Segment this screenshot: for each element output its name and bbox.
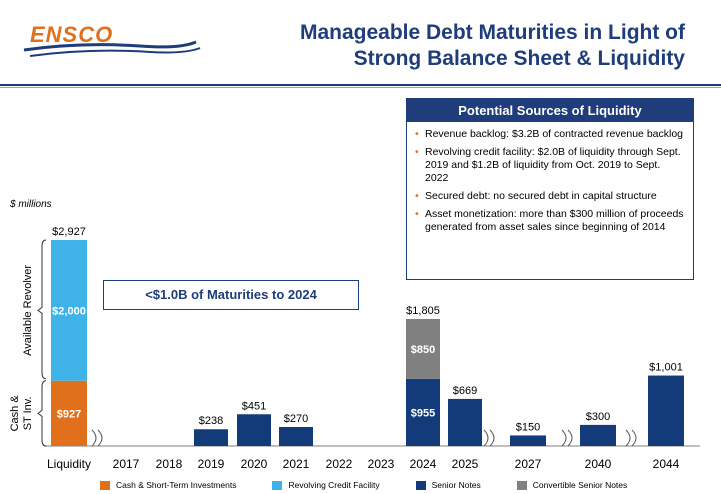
bar-2040-senior-notes	[580, 424, 616, 446]
axis-break-mark	[483, 429, 495, 447]
total-label: $238	[199, 415, 223, 427]
legend-swatch	[100, 480, 110, 490]
total-label: $2,927	[52, 226, 86, 238]
segment-label: $955	[411, 407, 435, 419]
total-label: $669	[453, 385, 477, 397]
legend-swatch	[272, 480, 283, 490]
total-label: $150	[516, 421, 540, 433]
category-tick-label: 2023	[368, 457, 395, 471]
legend-item-revolver: Revolving Credit Facility	[272, 478, 380, 492]
header-rule	[0, 84, 721, 86]
category-tick-label: 2018	[156, 457, 183, 471]
category-tick-label: 2021	[283, 457, 310, 471]
category-tick-label: 2020	[241, 457, 268, 471]
header-rule-thin	[0, 87, 721, 88]
total-label: $451	[242, 400, 266, 412]
liquidity-bullet: • Secured debt: no secured debt in capita…	[415, 190, 657, 202]
brace-label-revolver: Available Revolver	[22, 265, 34, 356]
bar-2024-convertible-senior-notes	[406, 318, 440, 379]
category-tick-label: 2024	[410, 457, 437, 471]
liquidity-bullet-list: • Revenue backlog: $3.2B of contracted re…	[407, 122, 693, 234]
total-label: $270	[284, 413, 308, 425]
liquidity-bullet: • Revenue backlog: $3.2B of contracted re…	[415, 128, 684, 140]
bar-2044-senior-notes	[648, 375, 684, 446]
category-tick-label: 2027	[515, 457, 542, 471]
legend-item-cash: Cash & Short-Term Investments	[100, 478, 236, 492]
legend-swatch	[516, 480, 527, 490]
title-line-2: Strong Balance Sheet & Liquidity	[353, 47, 685, 70]
logo-swoosh	[23, 40, 197, 52]
segment-label: $850	[411, 344, 435, 356]
total-label: $300	[586, 411, 610, 423]
brace-label-cash-line2: ST Inv.	[22, 396, 34, 430]
units-label: $ millions	[10, 199, 52, 210]
brace-cash	[37, 380, 47, 447]
bar-2024-senior-notes	[406, 378, 440, 446]
bar-liquidity-revolving-credit-facility	[51, 240, 87, 381]
total-label: $1,805	[406, 305, 440, 317]
page-title: Manageable Debt Maturities in Light of S…	[205, 20, 685, 72]
bar-2019-senior-notes	[194, 429, 228, 446]
title-line-1: Manageable Debt Maturities in Light of	[299, 21, 685, 44]
brace-label-cash: Cash &	[9, 395, 21, 432]
category-tick-label: 2017	[113, 457, 140, 471]
category-tick-label: Liquidity	[47, 457, 91, 471]
legend-swatch	[415, 480, 426, 490]
maturities-callout: <$1.0B of Maturities to 2024	[103, 280, 359, 310]
brace-revolver	[37, 239, 47, 380]
logo-swoosh-lower	[29, 47, 201, 57]
logo-text: ENSCO	[30, 22, 113, 47]
segment-label: $927	[57, 408, 81, 420]
axis-break-mark	[625, 429, 637, 447]
category-tick-label: 2040	[585, 457, 612, 471]
bar-2021-senior-notes	[279, 426, 313, 446]
liquidity-box-title: Potential Sources of Liquidity	[407, 99, 693, 122]
liquidity-bullet: • Revolving credit facility: $2.0B of liq…	[415, 146, 681, 184]
bar-liquidity-cash-short-term-investments	[51, 380, 87, 446]
liquidity-sources-box: Potential Sources of Liquidity • Revenue …	[406, 98, 694, 280]
category-tick-label: 2019	[198, 457, 225, 471]
legend-item-senior: Senior Notes	[415, 478, 481, 492]
liquidity-bullet: • Asset monetization: more than $300 mill…	[415, 208, 684, 233]
category-tick-label: 2025	[452, 457, 479, 471]
axis-break-mark	[91, 429, 103, 447]
bar-2027-senior-notes	[510, 435, 546, 446]
legend-item-convertible: Convertible Senior Notes	[516, 478, 627, 492]
bar-2020-senior-notes	[237, 414, 271, 446]
category-tick-label: 2022	[326, 457, 353, 471]
category-tick-label: 2044	[653, 457, 680, 471]
ensco-logo: ENSCO	[23, 22, 201, 57]
chart-legend: Cash & Short-Term Investments Revolving …	[100, 478, 627, 492]
total-label: $1,001	[649, 362, 683, 374]
bar-2025-senior-notes	[448, 398, 482, 446]
axis-break-mark	[561, 429, 573, 447]
segment-label: $2,000	[52, 305, 86, 317]
